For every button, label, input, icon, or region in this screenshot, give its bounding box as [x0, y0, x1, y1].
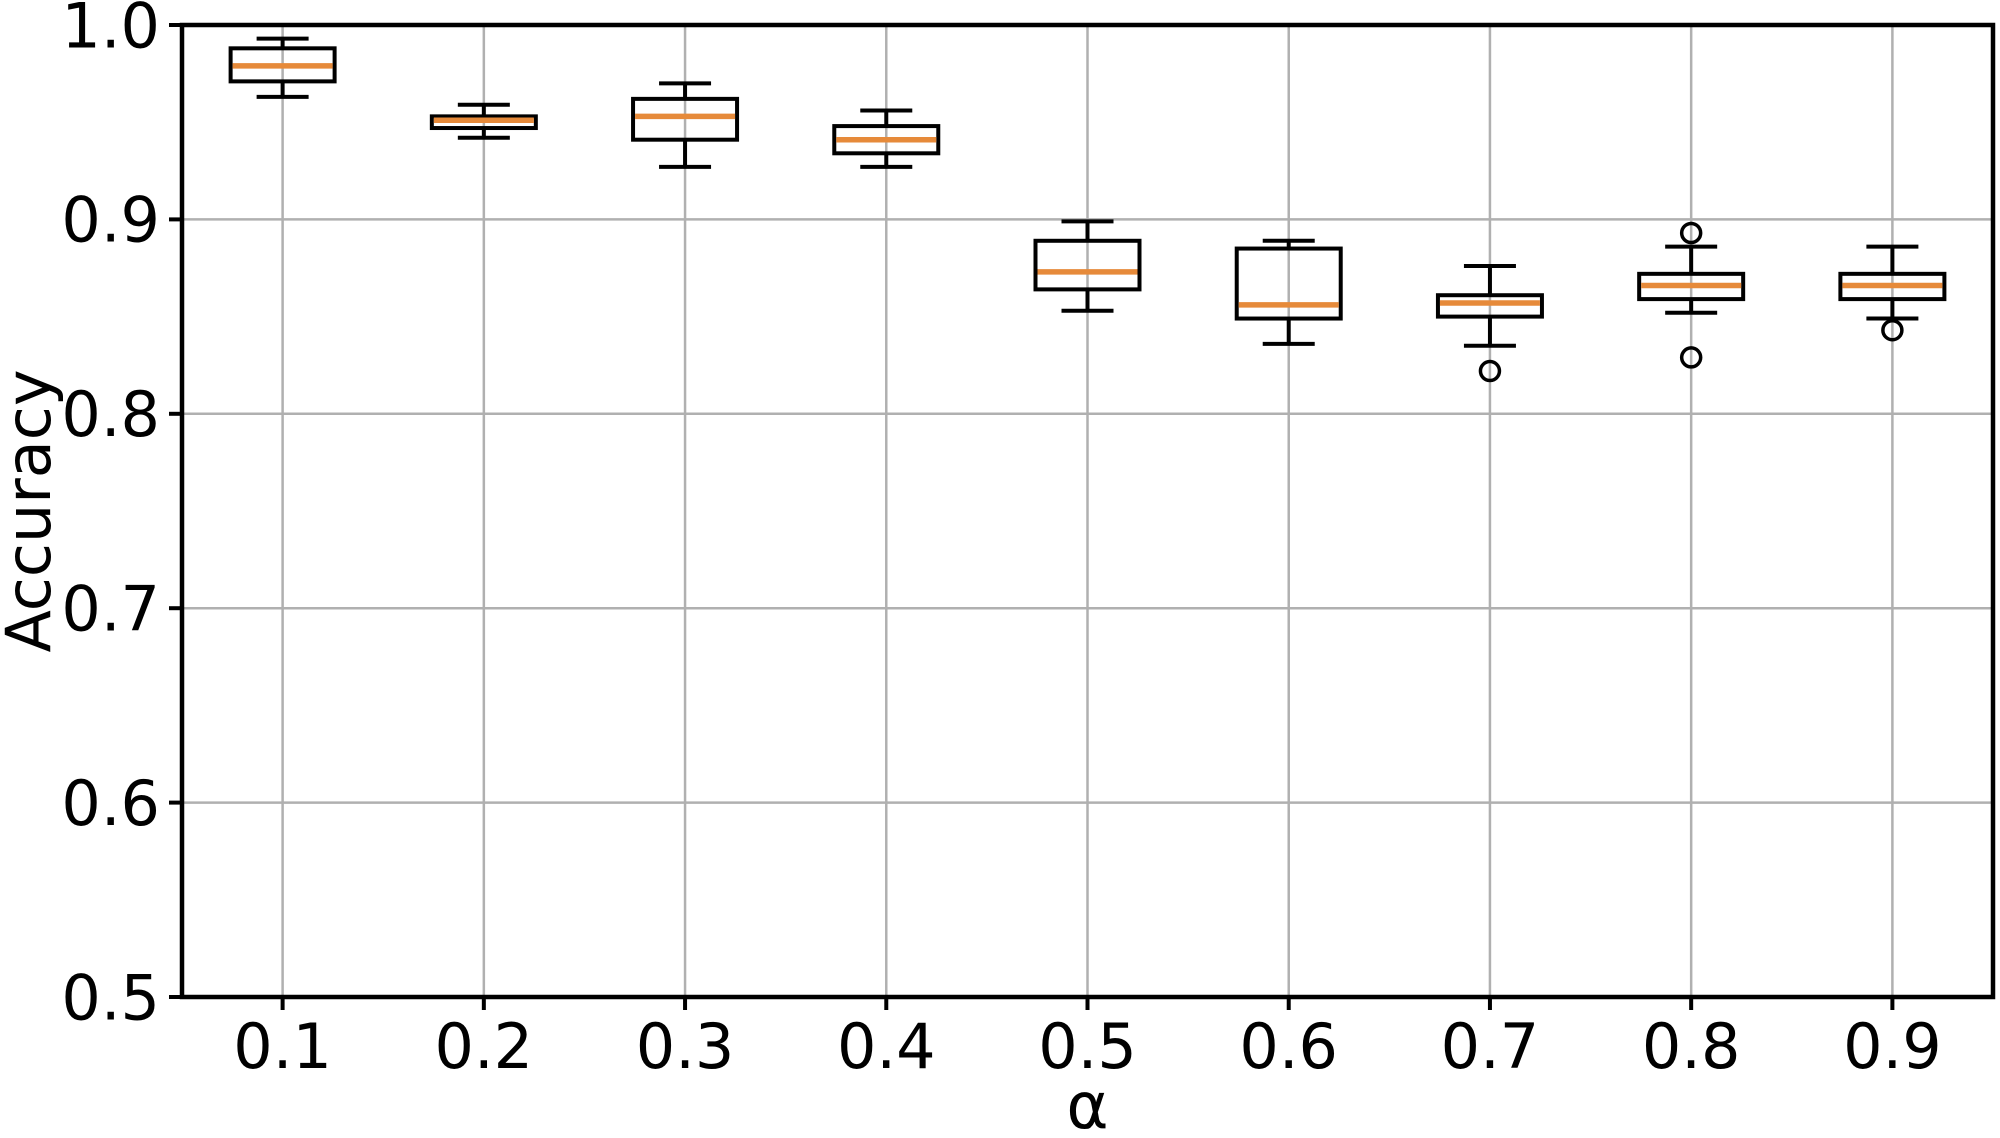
- y-tick-label: 0.5: [61, 961, 160, 1034]
- box-group-alpha-0.9: [1838, 244, 1947, 342]
- x-tick-label: 0.8: [1642, 1010, 1741, 1083]
- iqr-box: [1637, 271, 1746, 302]
- box-group-alpha-0.2: [429, 102, 538, 140]
- outlier-marker: [1478, 359, 1502, 383]
- x-axis-label: α: [1066, 1070, 1108, 1138]
- y-tick-label: 0.7: [61, 573, 160, 646]
- x-tick-label: 0.2: [435, 1010, 534, 1083]
- iqr-box: [429, 114, 538, 131]
- box-group-alpha-0.5: [1033, 219, 1142, 313]
- box-group-alpha-0.4: [832, 108, 941, 169]
- box-group-alpha-0.8: [1637, 221, 1746, 369]
- y-tick-label: 0.8: [61, 378, 160, 451]
- iqr-box: [631, 96, 740, 142]
- box-group-alpha-0.6: [1234, 238, 1343, 346]
- x-tick-label: 0.3: [636, 1010, 735, 1083]
- outlier-marker: [1881, 318, 1904, 342]
- x-tick-label: 0.5: [1038, 1010, 1137, 1083]
- x-tick-label: 0.4: [837, 1010, 936, 1083]
- iqr-box: [832, 124, 941, 156]
- x-tick-label: 0.7: [1441, 1010, 1540, 1083]
- y-tick-label: 0.6: [61, 767, 160, 840]
- y-axis-label: Accuracy: [0, 369, 65, 652]
- iqr-box: [1435, 293, 1544, 319]
- box-group-alpha-0.1: [228, 36, 337, 99]
- box-group-alpha-0.7: [1435, 264, 1544, 383]
- y-tick-label: 0.9: [61, 184, 160, 257]
- outlier-marker: [1679, 221, 1703, 245]
- iqr-box: [1838, 271, 1947, 302]
- outlier-marker: [1679, 346, 1703, 369]
- iqr-box: [228, 46, 337, 84]
- x-tick-label: 0.6: [1239, 1010, 1338, 1083]
- iqr-box: [1033, 238, 1142, 292]
- box-group-alpha-0.3: [631, 81, 740, 169]
- x-tick-label: 0.1: [233, 1010, 332, 1083]
- y-tick-label: 1.0: [61, 0, 160, 62]
- x-tick-label: 0.9: [1843, 1010, 1942, 1083]
- iqr-box: [1234, 246, 1343, 321]
